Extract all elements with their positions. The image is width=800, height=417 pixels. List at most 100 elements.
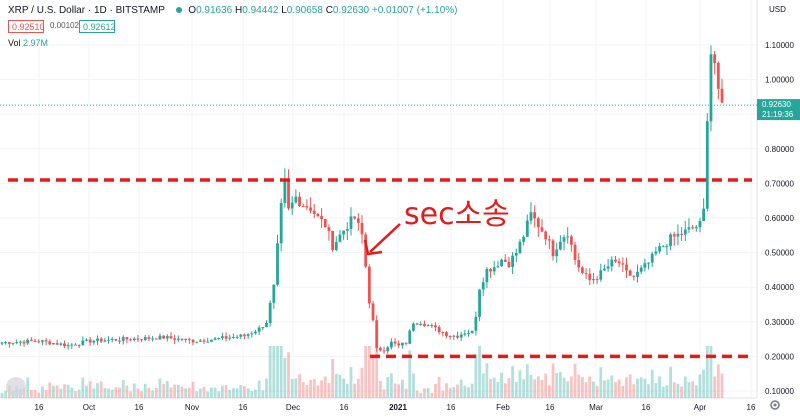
candle-body: [478, 289, 481, 317]
volume-bar: [290, 378, 294, 398]
candle-body: [180, 338, 184, 340]
candle-body: [323, 219, 327, 228]
chart-legend: XRP / U.S. Dollar · 1D · BITSTAMP O0.916…: [8, 5, 458, 16]
candle-body: [665, 246, 669, 248]
volume-bar: [191, 381, 195, 398]
x-tick-label: 16: [447, 403, 456, 412]
volume-bar: [426, 388, 430, 398]
candle-body: [176, 338, 180, 340]
volume-bar: [316, 385, 320, 398]
volume-bar: [551, 363, 555, 398]
volume-bar: [55, 385, 59, 398]
volume-bar: [529, 374, 533, 398]
volume-bar: [503, 383, 507, 398]
logo-icon[interactable]: [6, 377, 26, 397]
candle-body: [121, 337, 125, 341]
candle-body: [702, 208, 706, 222]
candle-body: [107, 339, 110, 341]
volume-bar: [445, 383, 448, 398]
volume-bar: [639, 377, 643, 398]
candle-body: [367, 266, 371, 304]
candle-body: [228, 337, 232, 339]
volume-bar: [327, 383, 331, 398]
annotation-arrow-head: [363, 239, 383, 256]
candle-body: [353, 216, 357, 219]
volume-bar: [573, 364, 577, 398]
y-tick-label: 0.20000: [765, 352, 794, 361]
bid-price[interactable]: 0.92510: [8, 20, 45, 33]
x-tick-label: Mar: [589, 403, 603, 412]
candle-body: [518, 241, 522, 254]
candle-body: [4, 342, 8, 344]
volume-bar: [658, 376, 661, 398]
candle-body: [555, 249, 559, 257]
ask-price[interactable]: 0.92612: [79, 20, 116, 33]
y-tick-label: 0.30000: [765, 318, 794, 327]
candle-body: [55, 343, 59, 345]
candle-body: [694, 227, 698, 229]
candle-body: [232, 336, 235, 338]
y-tick-label: 0.40000: [765, 283, 794, 292]
volume-bar: [224, 385, 228, 398]
volume-bar: [393, 383, 397, 398]
candle-body: [224, 336, 228, 339]
volume-bar: [456, 384, 459, 398]
candle-body: [110, 339, 114, 341]
candle-body: [342, 230, 346, 235]
interval[interactable]: 1D: [93, 5, 107, 16]
candle-body: [606, 266, 610, 269]
candle-body: [489, 268, 492, 272]
candle-body: [85, 339, 88, 341]
candle-body: [514, 253, 518, 256]
candle-body: [536, 218, 540, 228]
candle-body: [544, 231, 548, 240]
x-tick-label: Oct: [83, 403, 96, 412]
candle-body: [647, 262, 650, 264]
candle-body: [463, 333, 467, 335]
volume-bar: [125, 385, 129, 398]
volume-bar: [287, 352, 290, 398]
x-tick-label: 16: [135, 403, 144, 412]
candle-body: [88, 339, 92, 343]
candle-body: [371, 303, 375, 321]
volume-bar: [419, 392, 423, 398]
volume-bar: [378, 380, 382, 398]
candle-body: [661, 246, 665, 248]
settings-gear-icon[interactable]: [768, 398, 782, 412]
volume-bar: [136, 388, 140, 398]
candle-body: [298, 196, 301, 207]
volume-bar: [162, 383, 166, 398]
volume-bar: [389, 373, 393, 398]
volume-bar: [434, 383, 437, 398]
volume-bar: [140, 391, 143, 398]
candle-body: [221, 336, 224, 339]
volume-bar: [687, 382, 691, 398]
volume-bar: [474, 354, 478, 398]
volume-bar: [558, 371, 562, 398]
volume-bar: [511, 366, 515, 398]
volume-bar: [415, 390, 419, 398]
candle-body: [243, 334, 246, 336]
open-label: O: [188, 5, 197, 16]
volume-bar: [592, 381, 595, 398]
volume-bar: [309, 379, 312, 398]
close-label: C: [325, 5, 333, 16]
high-value: 0.94442: [242, 5, 279, 16]
candle-body: [382, 350, 386, 352]
volume-bar: [606, 379, 610, 398]
candle-body: [184, 338, 188, 340]
candle-body: [639, 267, 643, 272]
candle-body: [680, 233, 683, 235]
last-price-label: 0.92630: [762, 100, 791, 109]
volume-bar: [555, 373, 559, 398]
volume-bar: [176, 385, 180, 398]
volume-bar: [169, 387, 173, 398]
candle-body: [378, 347, 382, 351]
volume-bar: [228, 389, 232, 398]
candle-body: [577, 260, 581, 268]
candle-body: [658, 246, 661, 252]
volume-bar: [213, 387, 217, 398]
volume-bar: [4, 390, 8, 398]
candle-body: [173, 338, 177, 340]
